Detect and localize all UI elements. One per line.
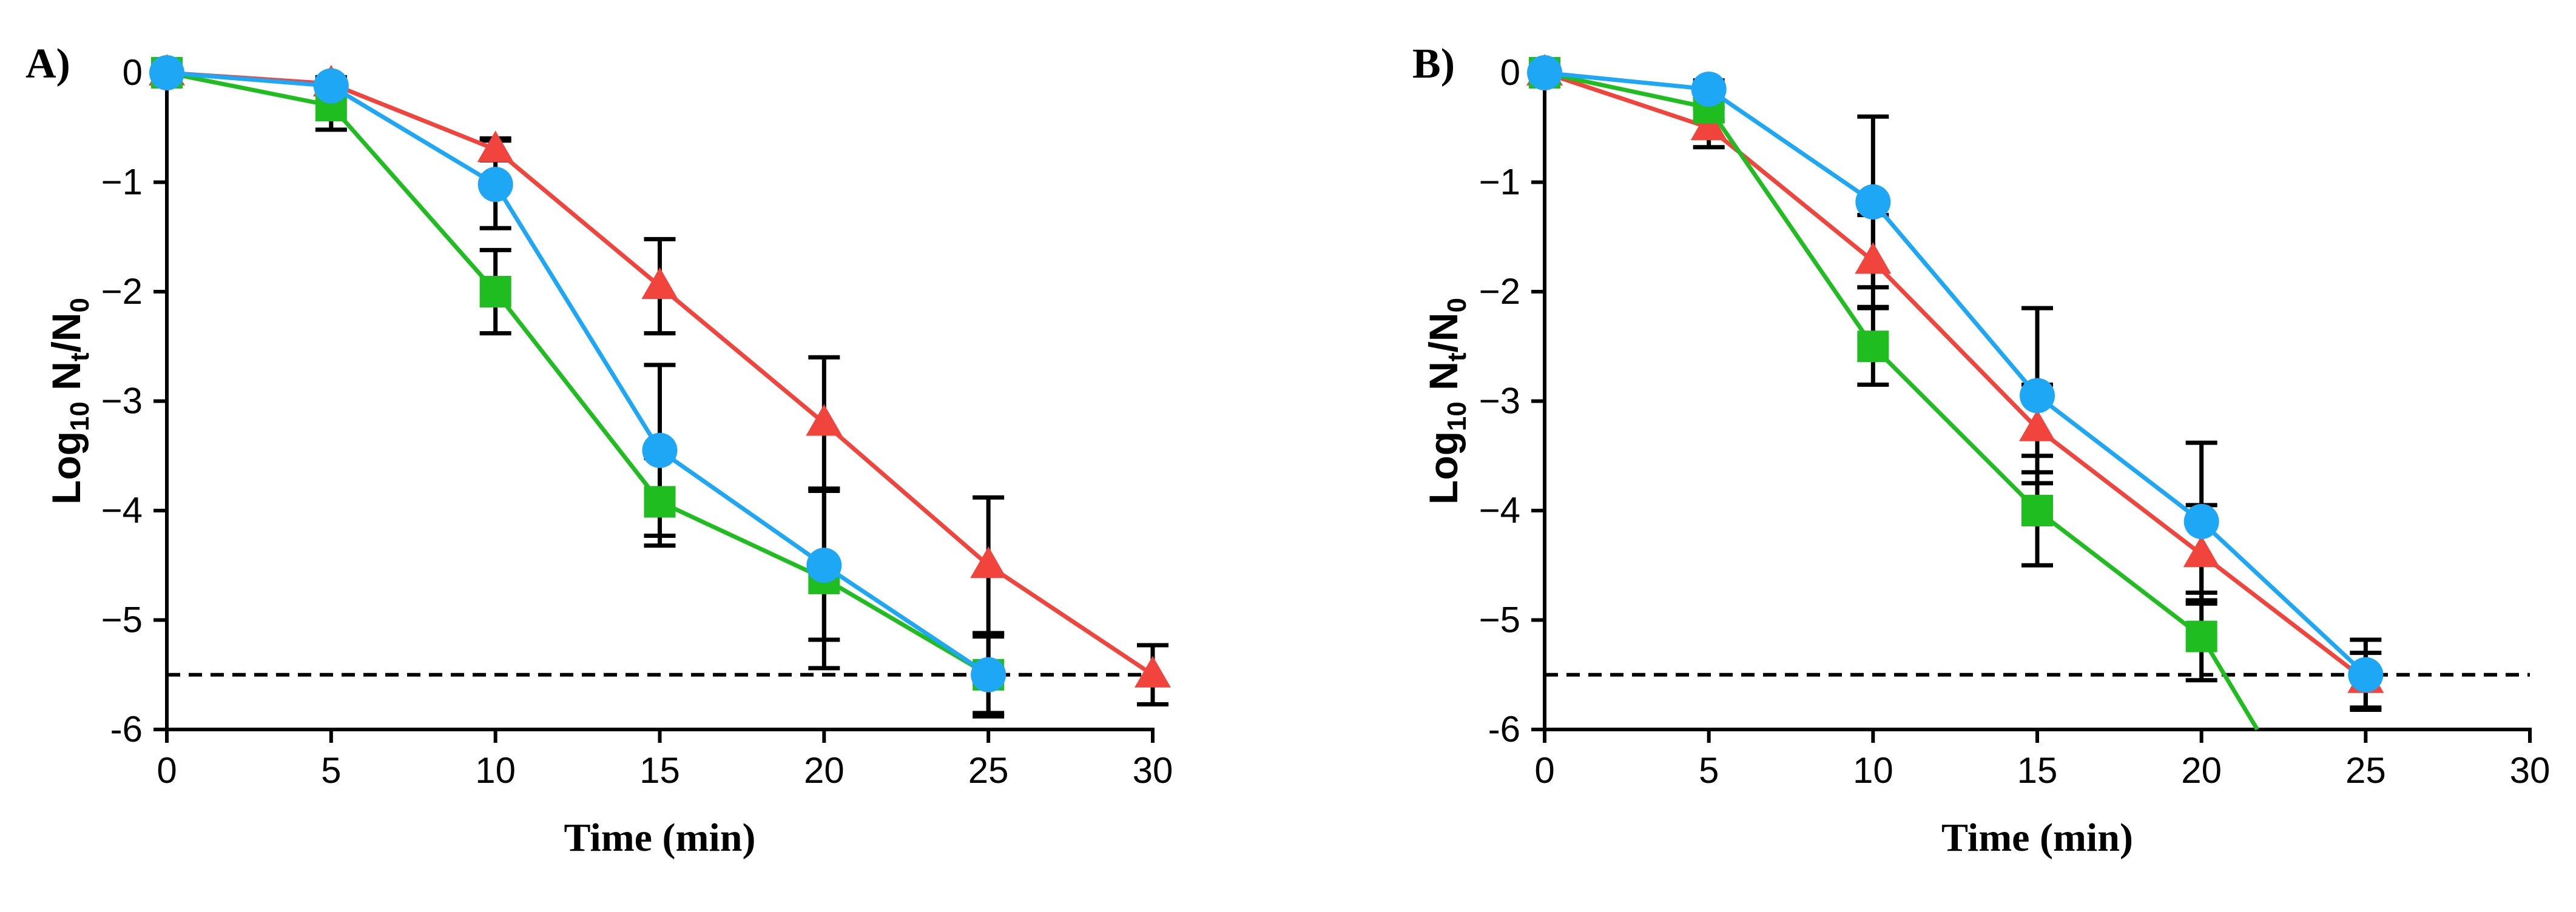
y-axis-label-part: Log xyxy=(44,431,89,505)
data-point-red-triangle xyxy=(970,546,1007,578)
series-red-triangle xyxy=(1526,54,2384,693)
data-point-green-square xyxy=(1857,330,1889,363)
series-line-red-triangle xyxy=(1543,70,2367,682)
y-tick-label: −3 xyxy=(1479,381,1520,421)
panel-b: B) 0 −1 −2 −3 −4 −5 -6 0 5 10 15 20 25 30 Time (min) Log… xyxy=(1412,41,2550,860)
y-tick-label: −4 xyxy=(101,490,143,531)
data-point-blue-circle xyxy=(1855,184,1891,220)
data-point-blue-circle xyxy=(2183,504,2219,540)
data-point-green-square xyxy=(2021,495,2053,526)
x-tick-label: 20 xyxy=(2181,750,2222,791)
x-tick-label: 10 xyxy=(475,750,516,791)
data-point-red-triangle xyxy=(1690,109,1727,141)
series-green-square xyxy=(1529,57,2259,731)
x-tick-label: 10 xyxy=(1853,750,1893,791)
y-axis-label-part: /N xyxy=(44,312,89,352)
series-blue-circle xyxy=(149,55,1006,692)
y-axis-label-subscript: 10 xyxy=(65,401,95,431)
data-point-red-triangle xyxy=(2019,409,2055,441)
x-tick-label: 15 xyxy=(639,750,680,791)
x-tick-label: 0 xyxy=(157,750,177,791)
y-tick-label: −5 xyxy=(1479,600,1520,640)
series-line-blue-circle xyxy=(166,70,990,677)
y-tick-label: −3 xyxy=(101,381,143,421)
panel-label: A) xyxy=(25,41,70,87)
data-point-red-triangle xyxy=(2183,535,2220,568)
data-point-blue-circle xyxy=(642,432,678,468)
series-green-square xyxy=(151,57,1005,691)
y-tick-label: −4 xyxy=(1479,490,1520,531)
x-tick-label: 25 xyxy=(968,750,1009,791)
y-tick-label: -6 xyxy=(110,709,143,749)
panel-label: B) xyxy=(1412,41,1455,87)
x-tick-label: 30 xyxy=(1133,750,1173,791)
y-tick-label: 0 xyxy=(123,52,143,93)
y-tick-label: −5 xyxy=(101,600,143,640)
x-tick-label: 20 xyxy=(804,750,845,791)
y-axis-label-subscript: 0 xyxy=(1442,298,1472,312)
x-tick-label: 25 xyxy=(2345,750,2386,791)
y-axis-label-part: N xyxy=(1421,361,1466,401)
y-axis-label-part: N xyxy=(44,361,89,401)
y-axis-label-subscript: t xyxy=(65,352,95,361)
y-axis-label-part: /N xyxy=(1421,312,1466,352)
y-axis-label: Log10 Nt/N0 xyxy=(44,298,95,505)
data-point-red-triangle xyxy=(477,130,514,163)
data-point-red-triangle xyxy=(1135,656,1171,688)
x-tick-label: 0 xyxy=(1534,750,1554,791)
data-point-red-triangle xyxy=(806,404,843,436)
x-tick-label: 15 xyxy=(2017,750,2058,791)
panel-a: A) 0 −1 −2 −3 −4 −5 -6 0 5 10 15 20 25 30 Time (min) Log… xyxy=(25,41,1173,860)
y-axis-label-subscript: 10 xyxy=(1442,401,1472,431)
y-axis-label-subscript: 0 xyxy=(65,298,95,312)
y-tick-label: −2 xyxy=(1479,271,1520,312)
data-point-green-square xyxy=(2185,620,2217,652)
y-tick-label: -6 xyxy=(1488,709,1520,749)
y-tick-label: −2 xyxy=(101,271,143,312)
x-tick-label: 5 xyxy=(321,750,341,791)
data-point-blue-circle xyxy=(806,548,842,583)
data-point-blue-circle xyxy=(1527,55,1562,90)
x-axis-label: Time (min) xyxy=(564,816,756,860)
series-line-blue-circle xyxy=(1544,70,2367,677)
series-line-green-square xyxy=(1544,70,2259,731)
y-tick-label: −1 xyxy=(101,162,143,203)
data-point-blue-circle xyxy=(971,657,1006,692)
series-line-green-square xyxy=(166,70,990,677)
data-point-blue-circle xyxy=(313,68,349,104)
data-point-red-triangle xyxy=(1855,242,1892,274)
data-point-red-triangle xyxy=(641,267,678,299)
y-tick-label: 0 xyxy=(1500,52,1520,93)
data-point-blue-circle xyxy=(149,55,184,90)
data-point-blue-circle xyxy=(2020,378,2055,414)
y-axis-label-subscript: t xyxy=(1442,352,1472,361)
y-tick-label: −1 xyxy=(1479,162,1520,203)
data-point-blue-circle xyxy=(477,167,513,203)
y-axis-label-part: Log xyxy=(1421,431,1466,505)
data-point-blue-circle xyxy=(2348,657,2384,692)
data-point-blue-circle xyxy=(1691,72,1727,107)
x-tick-label: 30 xyxy=(2510,750,2551,791)
data-point-green-square xyxy=(479,276,511,307)
series-blue-circle xyxy=(1527,55,2384,692)
x-axis-label: Time (min) xyxy=(1941,816,2133,860)
y-axis-label: Log10 Nt/N0 xyxy=(1421,298,1472,505)
x-tick-label: 5 xyxy=(1699,750,1719,791)
data-point-green-square xyxy=(644,486,676,518)
